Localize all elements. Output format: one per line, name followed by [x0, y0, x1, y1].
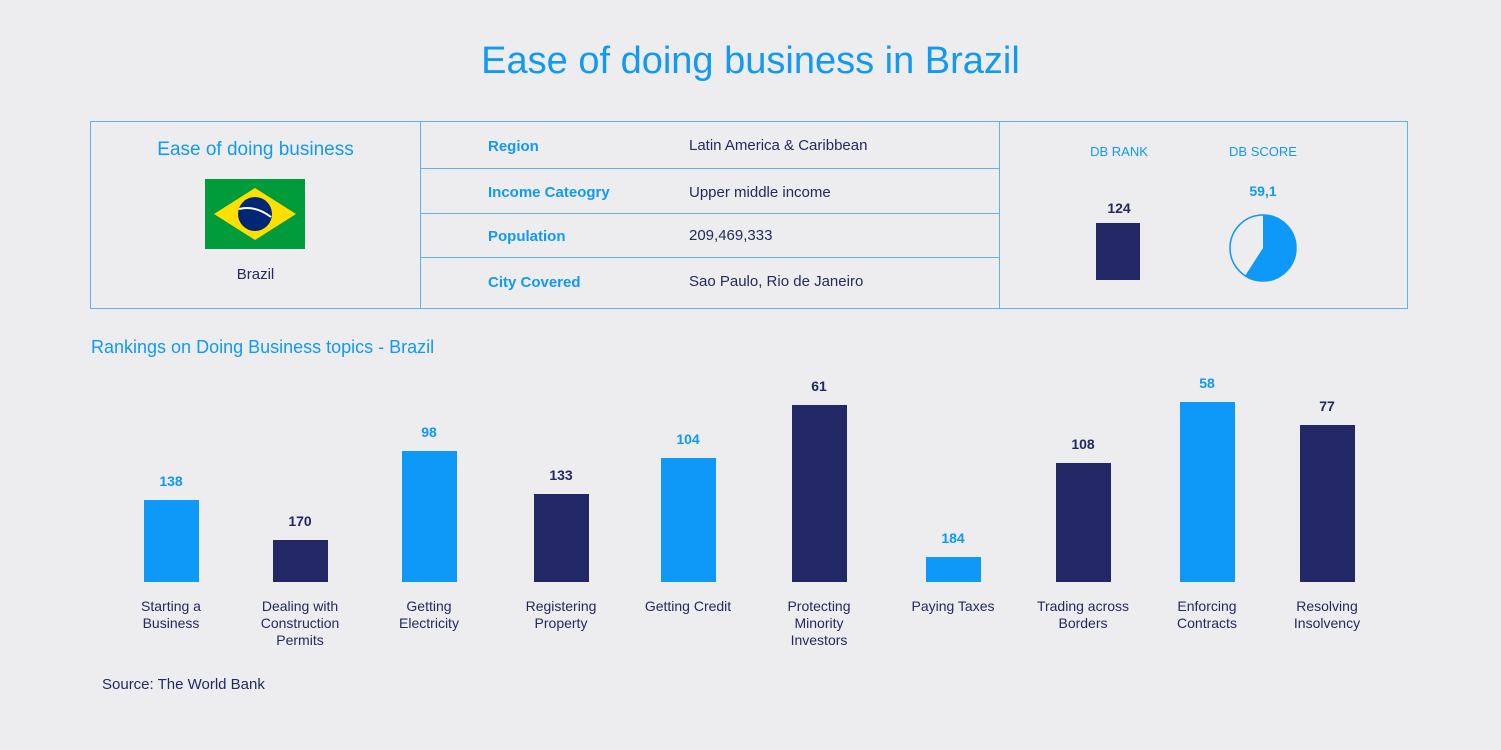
category-label: Getting Credit [644, 598, 732, 614]
bar [1300, 425, 1355, 582]
bar-value-label: 138 [159, 473, 183, 490]
category-label: Enforcing Contracts [1177, 598, 1237, 631]
info-box: Ease of doing business Brazil Region Lat… [90, 121, 1408, 309]
page-title: Ease of doing business in Brazil [481, 40, 1020, 82]
population-value: 209,469,333 [689, 227, 773, 244]
chart-title: Rankings on Doing Business topics - Braz… [91, 337, 435, 357]
population-label: Population [488, 228, 566, 245]
category-label: Trading across Borders [1036, 598, 1130, 631]
city-label: City Covered [488, 274, 581, 291]
category-label: Protecting Minority Investors [787, 598, 851, 648]
divider [420, 213, 1000, 214]
db-rank-label: DB RANK [1090, 144, 1148, 159]
bar-value-label: 61 [811, 378, 827, 395]
income-value: Upper middle income [689, 184, 831, 201]
pie-slice [1245, 215, 1296, 281]
divider [420, 168, 1000, 169]
divider [420, 257, 1000, 258]
category-label: Starting a Business [141, 598, 201, 631]
bar [661, 458, 716, 582]
info-heading: Ease of doing business [157, 139, 354, 160]
divider [999, 122, 1000, 308]
db-score-value: 59,1 [1249, 183, 1277, 199]
bar-value-label: 133 [549, 467, 573, 484]
bar-value-label: 58 [1199, 374, 1215, 391]
bar [534, 494, 589, 582]
category-label: Resolving Insolvency [1293, 598, 1361, 631]
bar-value-label: 77 [1319, 398, 1335, 415]
db-score-pie [1229, 214, 1297, 282]
country-name: Brazil [236, 266, 275, 283]
divider [420, 122, 421, 308]
category-label: Getting Electricity [399, 598, 459, 631]
bar [144, 500, 199, 582]
category-label: Paying Taxes [911, 598, 995, 614]
db-rank-value: 124 [1107, 200, 1131, 216]
bar [926, 557, 981, 582]
bar [792, 405, 847, 582]
category-label: Dealing with Construction Permits [260, 598, 340, 648]
bar-value-label: 108 [1071, 436, 1095, 453]
category-label: Registering Property [525, 598, 597, 631]
region-value: Latin America & Caribbean [689, 137, 868, 154]
bar-value-label: 170 [288, 512, 312, 529]
brazil-flag-icon [205, 179, 305, 249]
db-rank-bar [1096, 223, 1140, 280]
source-note: Source: The World Bank [102, 676, 265, 693]
income-label: Income Cateogry [488, 184, 610, 201]
bar [273, 539, 328, 582]
bar [402, 450, 457, 582]
bar-value-label: 98 [421, 423, 437, 440]
bar [1180, 401, 1235, 582]
db-score-label: DB SCORE [1229, 144, 1297, 159]
bar-value-label: 184 [941, 530, 965, 547]
region-label: Region [488, 138, 539, 155]
bar [1056, 463, 1111, 582]
city-value: Sao Paulo, Rio de Janeiro [689, 273, 864, 290]
bar-value-label: 104 [676, 431, 700, 448]
